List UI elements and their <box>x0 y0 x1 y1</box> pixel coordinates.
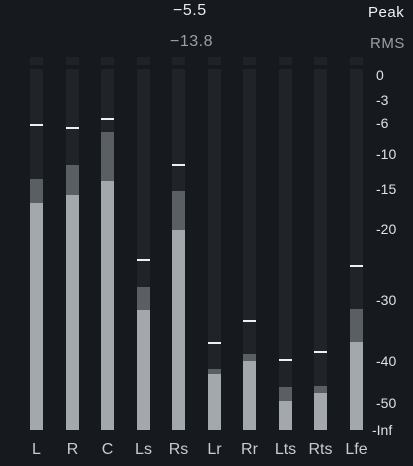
channel-label-c: C <box>101 441 114 458</box>
meter-level <box>279 400 292 430</box>
channel-label-rs: Rs <box>168 441 189 458</box>
meter-rs <box>172 57 185 430</box>
meter-cap <box>208 57 221 65</box>
meter-lr <box>208 57 221 430</box>
peak-value: −5.5 <box>173 2 207 19</box>
rms-label: RMS <box>370 35 405 52</box>
meter-l <box>30 57 43 430</box>
channel-label-lts: Lts <box>274 441 297 458</box>
meter-cap <box>172 57 185 65</box>
scale-label: -3 <box>376 92 389 108</box>
scale-label: -20 <box>376 221 397 237</box>
meter-cap <box>30 57 43 65</box>
channel-label-lr: Lr <box>207 441 222 458</box>
meter-cap <box>279 57 292 65</box>
meter-level <box>350 342 363 430</box>
meter-track <box>314 69 327 430</box>
meter-track <box>208 69 221 430</box>
meter-cap <box>243 57 256 65</box>
meter-track <box>66 69 79 430</box>
meter-level <box>137 309 150 430</box>
meter-cap <box>137 57 150 65</box>
meter-track <box>350 69 363 430</box>
peak-hold-marker <box>208 341 221 344</box>
meter-ls <box>137 57 150 430</box>
meter-level <box>208 373 221 430</box>
scale-label: -30 <box>376 292 397 308</box>
channel-label-rr: Rr <box>241 441 258 458</box>
meter-r <box>66 57 79 430</box>
meter-track <box>172 69 185 430</box>
channel-label-lfe: Lfe <box>345 441 368 458</box>
meter-lfe <box>350 57 363 430</box>
meter-cap <box>314 57 327 65</box>
meter-rr <box>243 57 256 430</box>
peak-hold-marker <box>30 123 43 126</box>
peak-label: Peak <box>368 4 405 21</box>
peak-hold-marker <box>101 118 114 121</box>
meter-lts <box>279 57 292 430</box>
meter-cap <box>101 57 114 65</box>
channel-label-rts: Rts <box>308 441 333 458</box>
scale-label: -10 <box>376 146 397 162</box>
scale-label: -15 <box>376 181 397 197</box>
meter-cap <box>66 57 79 65</box>
scale-label: -Inf <box>372 422 393 438</box>
scale-label: -50 <box>376 395 397 411</box>
scale-label: 0 <box>376 67 384 83</box>
scale-label: -40 <box>376 353 397 369</box>
meter-track <box>279 69 292 430</box>
meter-level <box>30 203 43 430</box>
meter-c <box>101 57 114 430</box>
channel-label-r: R <box>66 441 79 458</box>
meter-rts <box>314 57 327 430</box>
meter-cap <box>350 57 363 65</box>
channel-label-ls: Ls <box>135 441 152 458</box>
meter-level <box>243 361 256 430</box>
meter-level <box>314 392 327 430</box>
peak-hold-marker <box>243 320 256 323</box>
peak-hold-marker <box>172 164 185 167</box>
channel-label-l: L <box>32 441 41 458</box>
rms-value: −13.8 <box>170 33 213 50</box>
peak-hold-marker <box>137 259 150 262</box>
meter-track <box>137 69 150 430</box>
peak-hold-marker <box>314 350 327 353</box>
meter-level <box>66 195 79 430</box>
meter-track <box>30 69 43 430</box>
peak-hold-marker <box>279 359 292 362</box>
meter-level <box>101 180 114 430</box>
meter-track <box>243 69 256 430</box>
meter-level <box>172 230 185 430</box>
peak-hold-marker <box>350 264 363 267</box>
meter-track <box>101 69 114 430</box>
peak-hold-marker <box>66 126 79 129</box>
scale-label: -6 <box>376 115 389 131</box>
